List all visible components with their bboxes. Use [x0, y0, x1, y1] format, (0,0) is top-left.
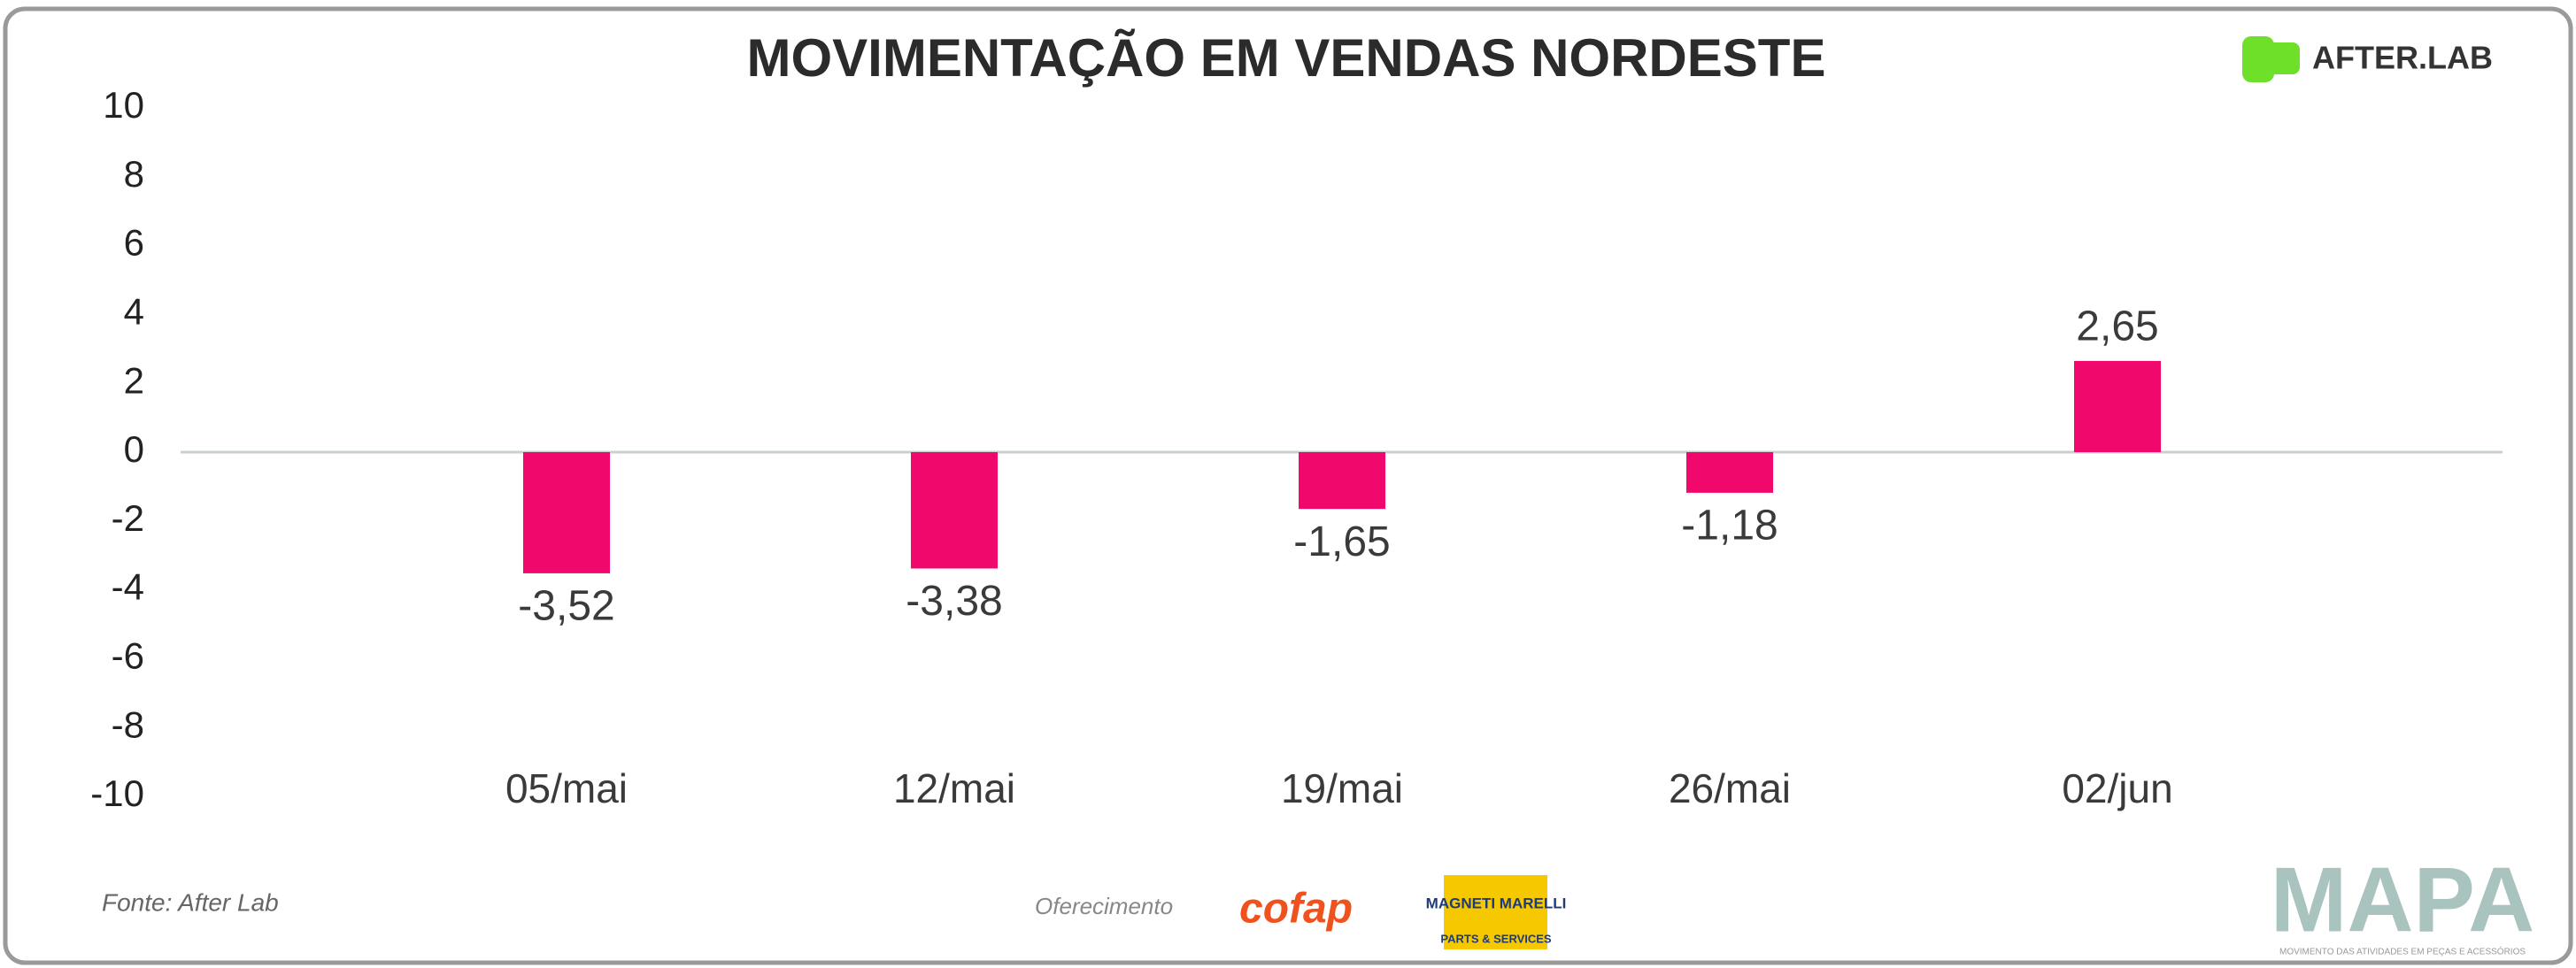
bar [1686, 452, 1773, 493]
x-tick-label: 26/mai [1669, 765, 1791, 811]
bar [2074, 360, 2161, 452]
mapa-logo: MAPA [2271, 849, 2535, 951]
x-tick-label: 19/mai [1281, 765, 1403, 811]
data-label: -1,65 [1293, 519, 1390, 565]
x-tick-label: 02/jun [2062, 765, 2172, 811]
data-label: -3,52 [518, 583, 614, 630]
bar [1299, 452, 1385, 510]
x-tick-label: 05/mai [505, 765, 628, 811]
y-tick-label: -10 [90, 772, 144, 814]
y-tick-label: -6 [112, 634, 144, 676]
sponsor-box [1444, 875, 1547, 949]
frame [3, 6, 2573, 965]
source: Fonte: After Lab [102, 888, 279, 916]
bar [523, 452, 610, 573]
sponsor-label: Oferecimento [1035, 893, 1173, 919]
sponsor-magneti: MAGNETI MARELLI [1426, 895, 1567, 911]
chart-title: MOVIMENTAÇÃO EM VENDAS NORDESTE [747, 28, 1826, 88]
y-tick-label: 2 [124, 359, 144, 401]
y-tick-label: 10 [103, 84, 144, 126]
x-tick-label: 12/mai [893, 765, 1015, 811]
brand-name: AFTER.LAB [2312, 40, 2493, 76]
y-tick-label: 0 [124, 428, 144, 470]
mapa-subtitle: MOVIMENTO DAS ATIVIDADES EM PEÇAS E ACES… [2279, 946, 2526, 957]
brand-icon [2264, 42, 2300, 74]
y-tick-label: -8 [112, 703, 144, 745]
y-tick-label: 6 [124, 222, 144, 264]
data-label: -1,18 [1681, 503, 1778, 549]
y-tick-label: 4 [124, 290, 144, 332]
sponsor-cofap: cofap [1239, 886, 1353, 933]
brand-logo: AFTER.LAB [2242, 36, 2493, 82]
data-label: 2,65 [2076, 303, 2158, 350]
y-tick-label: -2 [112, 497, 144, 539]
sponsor-magneti-sub: PARTS & SERVICES [1440, 932, 1552, 945]
y-tick-label: -4 [112, 566, 144, 608]
data-label: -3,38 [906, 578, 1002, 625]
bar [911, 452, 998, 569]
y-tick-label: 8 [124, 153, 144, 195]
